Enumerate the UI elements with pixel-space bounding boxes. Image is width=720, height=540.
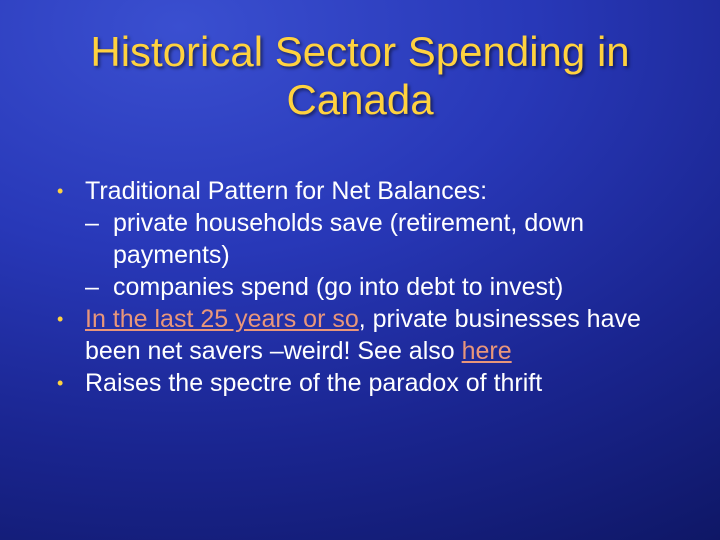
link-25-years[interactable]: In the last 25 years or so (85, 305, 359, 333)
bullet-text: Traditional Pattern for Net Balances: (85, 175, 690, 207)
bullet-item: • Traditional Pattern for Net Balances: (55, 175, 690, 207)
slide: Historical Sector Spending in Canada • T… (0, 0, 720, 540)
slide-body: • Traditional Pattern for Net Balances: … (55, 175, 690, 399)
link-here[interactable]: here (462, 337, 512, 365)
title-line-2: Canada (286, 76, 433, 123)
sub-bullet-item: – private households save (retirement, d… (55, 207, 690, 271)
title-line-1: Historical Sector Spending in (90, 28, 629, 75)
sub-bullet-text: private households save (retirement, dow… (113, 207, 690, 271)
sub-bullet-item: – companies spend (go into debt to inves… (55, 271, 690, 303)
dash-icon: – (85, 207, 113, 271)
bullet-item: • In the last 25 years or so, private bu… (55, 303, 690, 367)
bullet-icon: • (55, 303, 85, 367)
bullet-icon: • (55, 175, 85, 207)
bullet-text: In the last 25 years or so, private busi… (85, 303, 690, 367)
bullet-item: • Raises the spectre of the paradox of t… (55, 367, 690, 399)
bullet-icon: • (55, 367, 85, 399)
sub-bullet-text: companies spend (go into debt to invest) (113, 271, 690, 303)
slide-title: Historical Sector Spending in Canada (0, 28, 720, 125)
dash-icon: – (85, 271, 113, 303)
bullet-text: Raises the spectre of the paradox of thr… (85, 367, 690, 399)
